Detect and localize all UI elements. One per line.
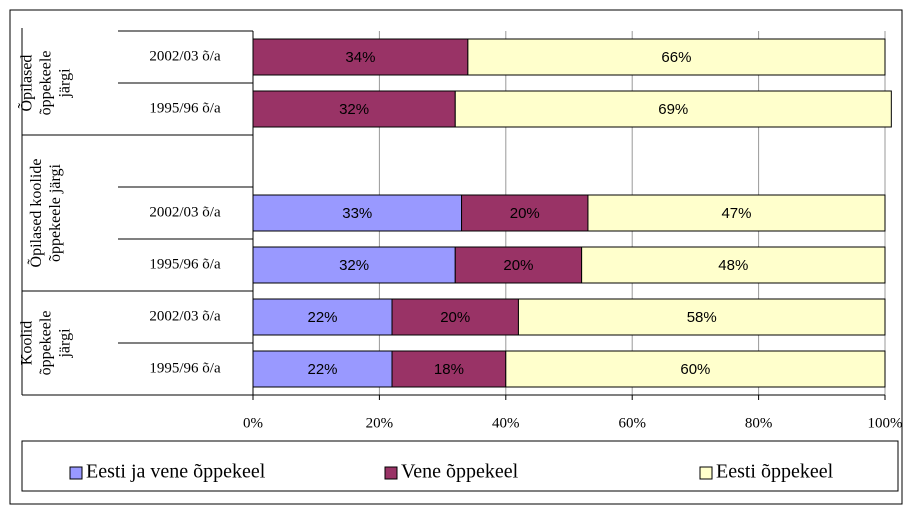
x-tick-label: 80%	[745, 415, 773, 431]
bar-segment	[252, 38, 469, 76]
data-label: 22%	[308, 361, 338, 378]
x-tick-label: 0%	[243, 415, 263, 431]
group-label: Õpilased õppekeele järgi	[18, 51, 74, 116]
data-label: 18%	[434, 361, 464, 378]
group-label-line: õppekeele	[38, 311, 55, 376]
data-label: 32%	[339, 101, 369, 118]
x-tick-label: 60%	[618, 415, 646, 431]
group-label-line: Õpilased koolide	[27, 159, 45, 268]
bar-segment	[587, 194, 886, 232]
bar-segment	[467, 38, 886, 76]
bar-segment	[581, 246, 886, 284]
y-tick-label: 1995/96 õ/a	[149, 256, 221, 272]
legend-swatch	[699, 466, 713, 480]
legend-label: Vene õppekeel	[401, 461, 519, 483]
data-label: 20%	[440, 309, 470, 326]
y-tick-label: 2002/03 õ/a	[149, 308, 221, 324]
bar-segment	[505, 350, 886, 388]
legend-swatch	[69, 466, 83, 480]
x-tick-label: 100%	[868, 415, 903, 431]
y-tick-label: 2002/03 õ/a	[149, 48, 221, 64]
data-label: 47%	[721, 205, 751, 222]
group-label: Õpilased koolide õppekeele järgi	[27, 159, 64, 268]
group-label-line: Õpilased	[18, 55, 36, 112]
bar-segment	[454, 246, 583, 284]
legend-label: Eesti ja vene õppekeel	[86, 461, 266, 483]
data-label: 66%	[661, 49, 691, 66]
legend-label: Eesti õppekeel	[716, 461, 834, 483]
bar-segment	[454, 90, 892, 128]
bar-segment	[252, 90, 456, 128]
bar-segment	[461, 194, 589, 232]
data-label: 48%	[718, 257, 748, 274]
group-label-line: Koolid	[19, 321, 36, 365]
legend-swatch	[384, 466, 398, 480]
y-tick-label: 2002/03 õ/a	[149, 204, 221, 220]
bar-segment	[252, 246, 456, 284]
group-label-line: järgi	[57, 68, 74, 99]
data-label: 69%	[658, 101, 688, 118]
x-tick-label: 20%	[366, 415, 394, 431]
y-tick-label: 1995/96 õ/a	[149, 360, 221, 376]
y-tick-label: 1995/96 õ/a	[149, 100, 221, 116]
group-label: Koolid õppekeele järgi	[19, 311, 74, 376]
data-label: 32%	[339, 257, 369, 274]
data-label: 20%	[510, 205, 540, 222]
legend-box	[21, 440, 899, 492]
data-label: 60%	[680, 361, 710, 378]
data-label: 22%	[308, 309, 338, 326]
bar-segment	[391, 298, 519, 336]
data-label: 33%	[342, 205, 372, 222]
data-label: 58%	[687, 309, 717, 326]
x-tick-label: 40%	[492, 415, 520, 431]
bar-segment	[517, 298, 886, 336]
data-label: 34%	[345, 49, 375, 66]
bar-segment	[391, 350, 507, 388]
group-label-line: õppekeele	[38, 51, 55, 116]
bar-segment	[252, 194, 463, 232]
group-label-line: õppekeele järgi	[47, 164, 64, 262]
group-label-line: järgi	[57, 328, 74, 359]
data-label: 20%	[503, 257, 533, 274]
